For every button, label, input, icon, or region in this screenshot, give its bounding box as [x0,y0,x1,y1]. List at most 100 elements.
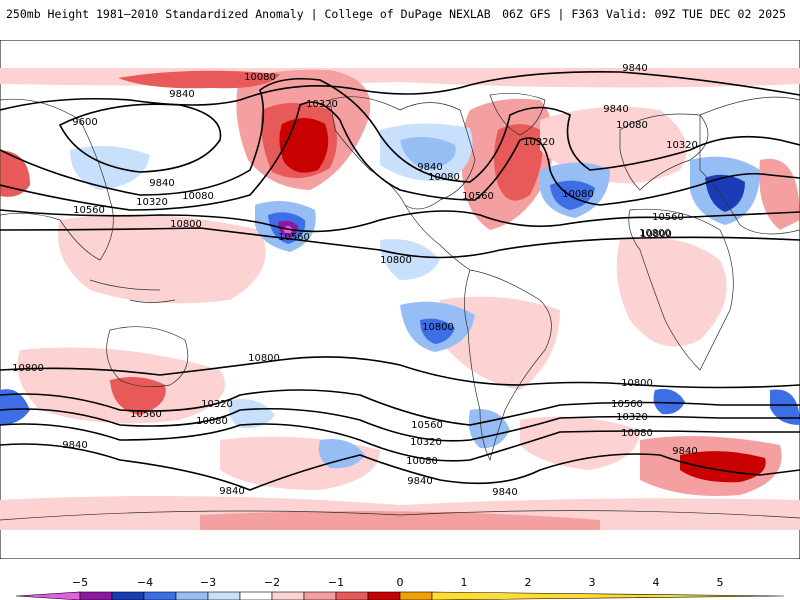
colorbar-tick: 2 [524,576,532,589]
colorbar-swatch [399,591,433,600]
contour-label: 9840 [622,63,647,74]
contour-label: 10320 [410,437,442,448]
contour-10800-nh [0,227,800,259]
colorbar-tick: 3 [588,576,596,589]
contour-label: 10080 [428,172,460,183]
contour-label: 10320 [136,197,168,208]
colorbar-swatch [239,591,273,600]
contour-10080-sh [0,423,800,462]
anomaly-ca-trough-core [400,136,456,170]
contour-label: 9840 [219,486,244,497]
colorbar-swatches [15,591,785,600]
contour-label: 10320 [306,99,338,110]
contour-label: 10560 [73,205,105,216]
contour-label: 10560 [130,409,162,420]
contour-9840-sh [0,443,800,491]
contour-label: 10560 [278,232,310,243]
anomaly-south-atl-pink [520,416,640,470]
coast-antarctica [0,510,800,521]
contour-label: 10080 [406,456,438,467]
contour-label: 10560 [652,212,684,223]
coastlines [0,93,800,521]
contour-label: 9840 [169,89,194,100]
contour-label: 9840 [417,162,442,173]
coast-south-america [464,269,552,462]
contour-label: 10320 [201,399,233,410]
contour-label: 10800 [640,229,672,240]
colorbar-tick: 4 [652,576,660,589]
coast-asia [699,96,800,235]
contour-10560-nh [0,209,800,233]
colorbar-swatch [367,591,401,600]
model-run-info: 06Z GFS | F363 Valid: 09Z TUE DEC 02 202… [502,7,786,21]
colorbar-tick: 0 [396,576,404,589]
colorbar-swatch [175,591,209,600]
contour-label: 10320 [616,412,648,423]
anomaly-atl-ridge-core [494,124,543,201]
colorbar-swatch [335,591,369,600]
contour-label: 9840 [62,440,87,451]
contour-label: 10800 [621,378,653,389]
header-bar: 250mb Height 1981–2010 Standardized Anom… [0,0,800,30]
contour-9600 [58,103,222,173]
contour-label: 10800 [248,353,280,364]
contour-label: 9840 [492,487,517,498]
colorbar-tick: 5 [716,576,724,589]
colorbar-tick: −3 [199,576,217,589]
height-contours [0,70,800,491]
contour-label: 10080 [182,191,214,202]
anomaly-map: 10080 9840 9600 10320 9840 9840 10080 10… [0,40,800,559]
colorbar-swatch [15,591,81,600]
anomaly-npac-ridge-core [279,118,329,173]
contour-label: 10080 [562,189,594,200]
contour-10080-nh [0,77,800,196]
colorbar-tick: −2 [263,576,281,589]
contour-label: 10560 [411,420,443,431]
anomaly-ind-blue [0,389,30,425]
contour-label: 10560 [611,399,643,410]
anomaly-sio-blue [653,388,685,415]
colorbar-swatch [271,591,305,600]
contour-label: 10320 [666,140,698,151]
anomaly-fill [0,68,800,530]
contour-label: 9840 [407,476,432,487]
colorbar [15,591,785,600]
contour-label: 10800 [170,219,202,230]
anomaly-eqpac-core [420,318,455,344]
contour-label: 10800 [12,363,44,374]
colorbar-tick: −4 [136,576,154,589]
coast-asia-west [0,98,114,261]
contour-label: 10080 [616,120,648,131]
contour-10800-sh [0,356,800,389]
contour-10320-nh [0,101,800,211]
contour-label: 10080 [196,416,228,427]
colorbar-tick: −1 [327,576,345,589]
colorbar-swatch [207,591,241,600]
map-title: 250mb Height 1981–2010 Standardized Anom… [6,7,491,21]
anomaly-west-ridge [0,150,30,197]
colorbar-swatch [111,591,145,600]
coast-indonesia [89,279,176,303]
anomaly-asia-tropics [58,214,266,304]
contour-label: 10080 [244,72,276,83]
contour-label: 9840 [149,178,174,189]
contour-label: 10800 [422,322,454,333]
coast-greenland [489,93,546,136]
colorbar-swatch [79,591,113,600]
colorbar-swatch [431,591,785,600]
contour-label: 10080 [621,428,653,439]
coast-europe [619,113,709,191]
anomaly-africa [616,237,727,347]
coast-africa [628,208,734,371]
coast-central-america [404,204,471,271]
contour-9840-nh [0,70,800,111]
contour-label: 9840 [603,104,628,115]
anomaly-ind-blue-right [770,389,800,425]
colorbar-swatch [303,591,337,600]
anomaly-spac-blue [318,439,365,469]
anomaly-npac-top [118,70,280,89]
contour-label: 9600 [72,117,97,128]
anomaly-epac-blue [380,239,440,280]
contour-label: 10800 [639,228,671,239]
contour-label: 10560 [462,191,494,202]
